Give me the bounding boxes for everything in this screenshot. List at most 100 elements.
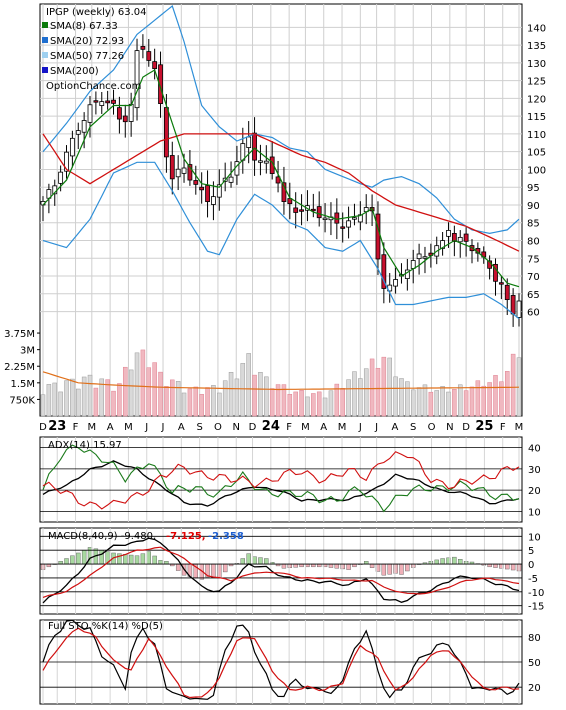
candle-body: [211, 196, 216, 205]
x-tick-label: 23: [48, 419, 66, 434]
candle-body: [99, 101, 105, 106]
price-tick-label: 125: [527, 77, 546, 88]
macd-line: [42, 537, 520, 604]
candle-body: [498, 282, 504, 285]
volume-bar: [64, 380, 69, 417]
x-tick-label: A: [178, 422, 185, 433]
volume-bar: [422, 384, 428, 417]
macd-histogram-bar: [440, 558, 445, 565]
candle-body: [440, 240, 446, 249]
x-tick-label: F: [73, 422, 79, 433]
adx-frame: [39, 436, 523, 523]
candle-body: [263, 160, 269, 164]
price-tick-label: 80: [527, 237, 540, 248]
x-tick-label: M: [88, 422, 97, 433]
price-tick-label: 90: [527, 201, 540, 212]
macd-tick-label: 5: [528, 546, 534, 557]
x-tick-label: M: [338, 422, 347, 433]
volume-bar: [499, 381, 504, 417]
x-tick-label: 25: [475, 419, 493, 434]
macd-signal-line: [42, 546, 520, 598]
volume-bar: [128, 369, 134, 417]
candle-body: [316, 206, 322, 219]
price-title: IPGP (weekly) 63.04: [46, 7, 147, 18]
volume-bar: [510, 353, 516, 417]
sto-tick-label: 20: [528, 683, 541, 694]
macd-histogram-bar: [316, 563, 322, 568]
macd-histogram-bar: [99, 549, 104, 565]
x-tick-label: D: [462, 422, 470, 433]
legend-swatch: [42, 52, 48, 58]
volume-bar: [81, 376, 87, 417]
candle-body: [58, 171, 64, 184]
candle-body: [451, 233, 457, 242]
macd-histogram-bar: [134, 555, 140, 565]
macd-line-value: -7.125,: [166, 531, 206, 542]
volume-bar: [228, 372, 234, 417]
volume-bar: [375, 367, 381, 417]
macd-histogram-bar: [346, 563, 351, 570]
candle-body: [187, 164, 193, 181]
macd-histogram-bar: [146, 551, 151, 565]
macd-histogram-bar: [311, 563, 316, 568]
macd-histogram-bar: [299, 563, 304, 568]
candle-body: [146, 51, 152, 61]
volume-bar: [322, 397, 328, 417]
price-tick-label: 85: [527, 219, 540, 230]
volume-bar: [328, 390, 334, 417]
x-tick-label: S: [410, 422, 416, 433]
macd-histogram-bar: [258, 557, 263, 565]
price-frame: [39, 3, 523, 417]
candle-body: [410, 260, 416, 269]
volume-bar: [504, 371, 510, 417]
volume-bar: [158, 371, 163, 417]
macd-histogram-bar: [252, 556, 257, 565]
volume-bar: [469, 386, 475, 417]
macd-histogram-bar: [452, 556, 457, 565]
candle-body: [416, 253, 422, 260]
price-legend: IPGP (weekly) 63.04 SMA(8) 67.33 SMA(20)…: [42, 7, 147, 92]
volume-bar: [269, 388, 275, 417]
macd-histogram-bar: [128, 554, 134, 565]
x-tick-label: O: [214, 422, 222, 433]
legend-swatch: [42, 37, 48, 43]
macd-histogram-bar: [64, 558, 69, 565]
macd-histogram-bar: [81, 549, 87, 565]
macd-histogram-bar: [328, 563, 334, 568]
macd-histogram-bar: [46, 563, 52, 568]
volume-tick-label: 3M: [20, 346, 35, 357]
x-tick-label: S: [196, 422, 202, 433]
candle-body: [504, 284, 510, 301]
volume-bar: [264, 376, 269, 417]
stochastic-panel: 20 50 80: [39, 619, 541, 705]
candle-body: [228, 176, 234, 183]
volume-bar: [111, 390, 116, 417]
candle-body: [446, 230, 451, 237]
macd-histogram-bar: [510, 563, 516, 571]
volume-bar: [305, 396, 310, 417]
candle-body: [275, 176, 281, 184]
adx-tick-label: 30: [528, 465, 541, 476]
volume-bar: [99, 378, 105, 417]
sto-title: Full STO %K(14) %D(5): [48, 621, 163, 632]
adx-tick-label: 10: [528, 507, 541, 518]
volume-bar: [211, 385, 216, 417]
macd-frame: [39, 527, 523, 615]
macd-tick-label: 10: [528, 532, 541, 543]
macd-histogram-bar: [334, 563, 340, 569]
volume-bar: [152, 362, 157, 417]
candle-body: [205, 185, 210, 203]
candle-body: [381, 254, 387, 289]
macd-histogram-bar: [340, 563, 345, 570]
macd-signal-value: -2.358: [208, 531, 244, 542]
x-tick-label: J: [374, 422, 378, 433]
candle-body: [422, 256, 428, 259]
sto-tick-label: 50: [528, 658, 541, 669]
volume-bar: [93, 387, 99, 417]
price-tick-label: 135: [527, 41, 546, 52]
x-tick-label: J: [161, 422, 165, 433]
x-tick-label: A: [320, 422, 327, 433]
macd-histogram-bar: [381, 563, 387, 576]
stochastic-k-line: [42, 619, 520, 700]
candle-body: [116, 107, 122, 120]
